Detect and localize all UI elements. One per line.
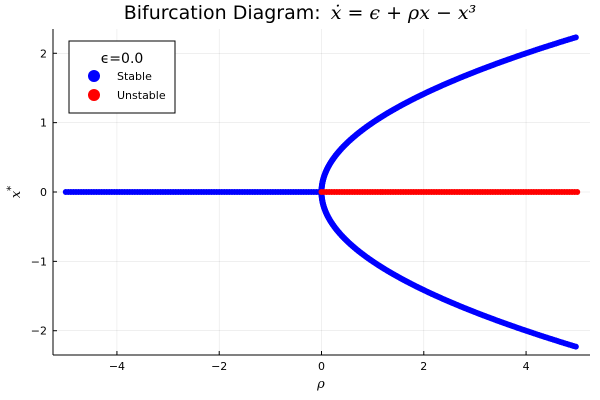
y-tick-label: 0 — [40, 186, 47, 199]
x-tick-label: 4 — [523, 360, 530, 373]
y-tick-label: 1 — [40, 117, 47, 130]
data-points — [62, 34, 581, 350]
x-tick-label: 2 — [420, 360, 427, 373]
legend: ϵ=0.0 Stable Unstable — [68, 40, 176, 114]
chart-title-equation: ẋ = ϵ + ρx − x³ — [331, 2, 477, 24]
legend-label-stable: Stable — [117, 70, 152, 83]
x-tick-label: 0 — [318, 360, 325, 373]
y-tick-label: 2 — [40, 47, 47, 60]
x-axis-label: ρ — [316, 377, 325, 392]
tick-labels: −4 −2 0 2 4 −2 −1 0 1 2 — [31, 47, 530, 373]
legend-marker-unstable — [88, 89, 100, 101]
y-tick-label: −2 — [31, 325, 47, 338]
legend-box — [68, 40, 176, 114]
x-tick-label: −2 — [211, 360, 227, 373]
stable-branch-point — [572, 34, 579, 41]
unstable-branch-point — [574, 189, 581, 195]
chart-title-prefix: Bifurcation Diagram: — [124, 2, 321, 24]
y-tick-label: −1 — [31, 255, 47, 268]
stable-branch-point — [572, 343, 579, 350]
legend-title: ϵ=0.0 — [101, 51, 144, 67]
x-tick-label: −4 — [109, 360, 125, 373]
chart-title: Bifurcation Diagram: ẋ = ϵ + ρx − x³ — [124, 2, 477, 24]
y-axis-label-star: * — [6, 186, 17, 191]
legend-marker-stable — [88, 70, 100, 82]
legend-label-unstable: Unstable — [117, 89, 166, 102]
